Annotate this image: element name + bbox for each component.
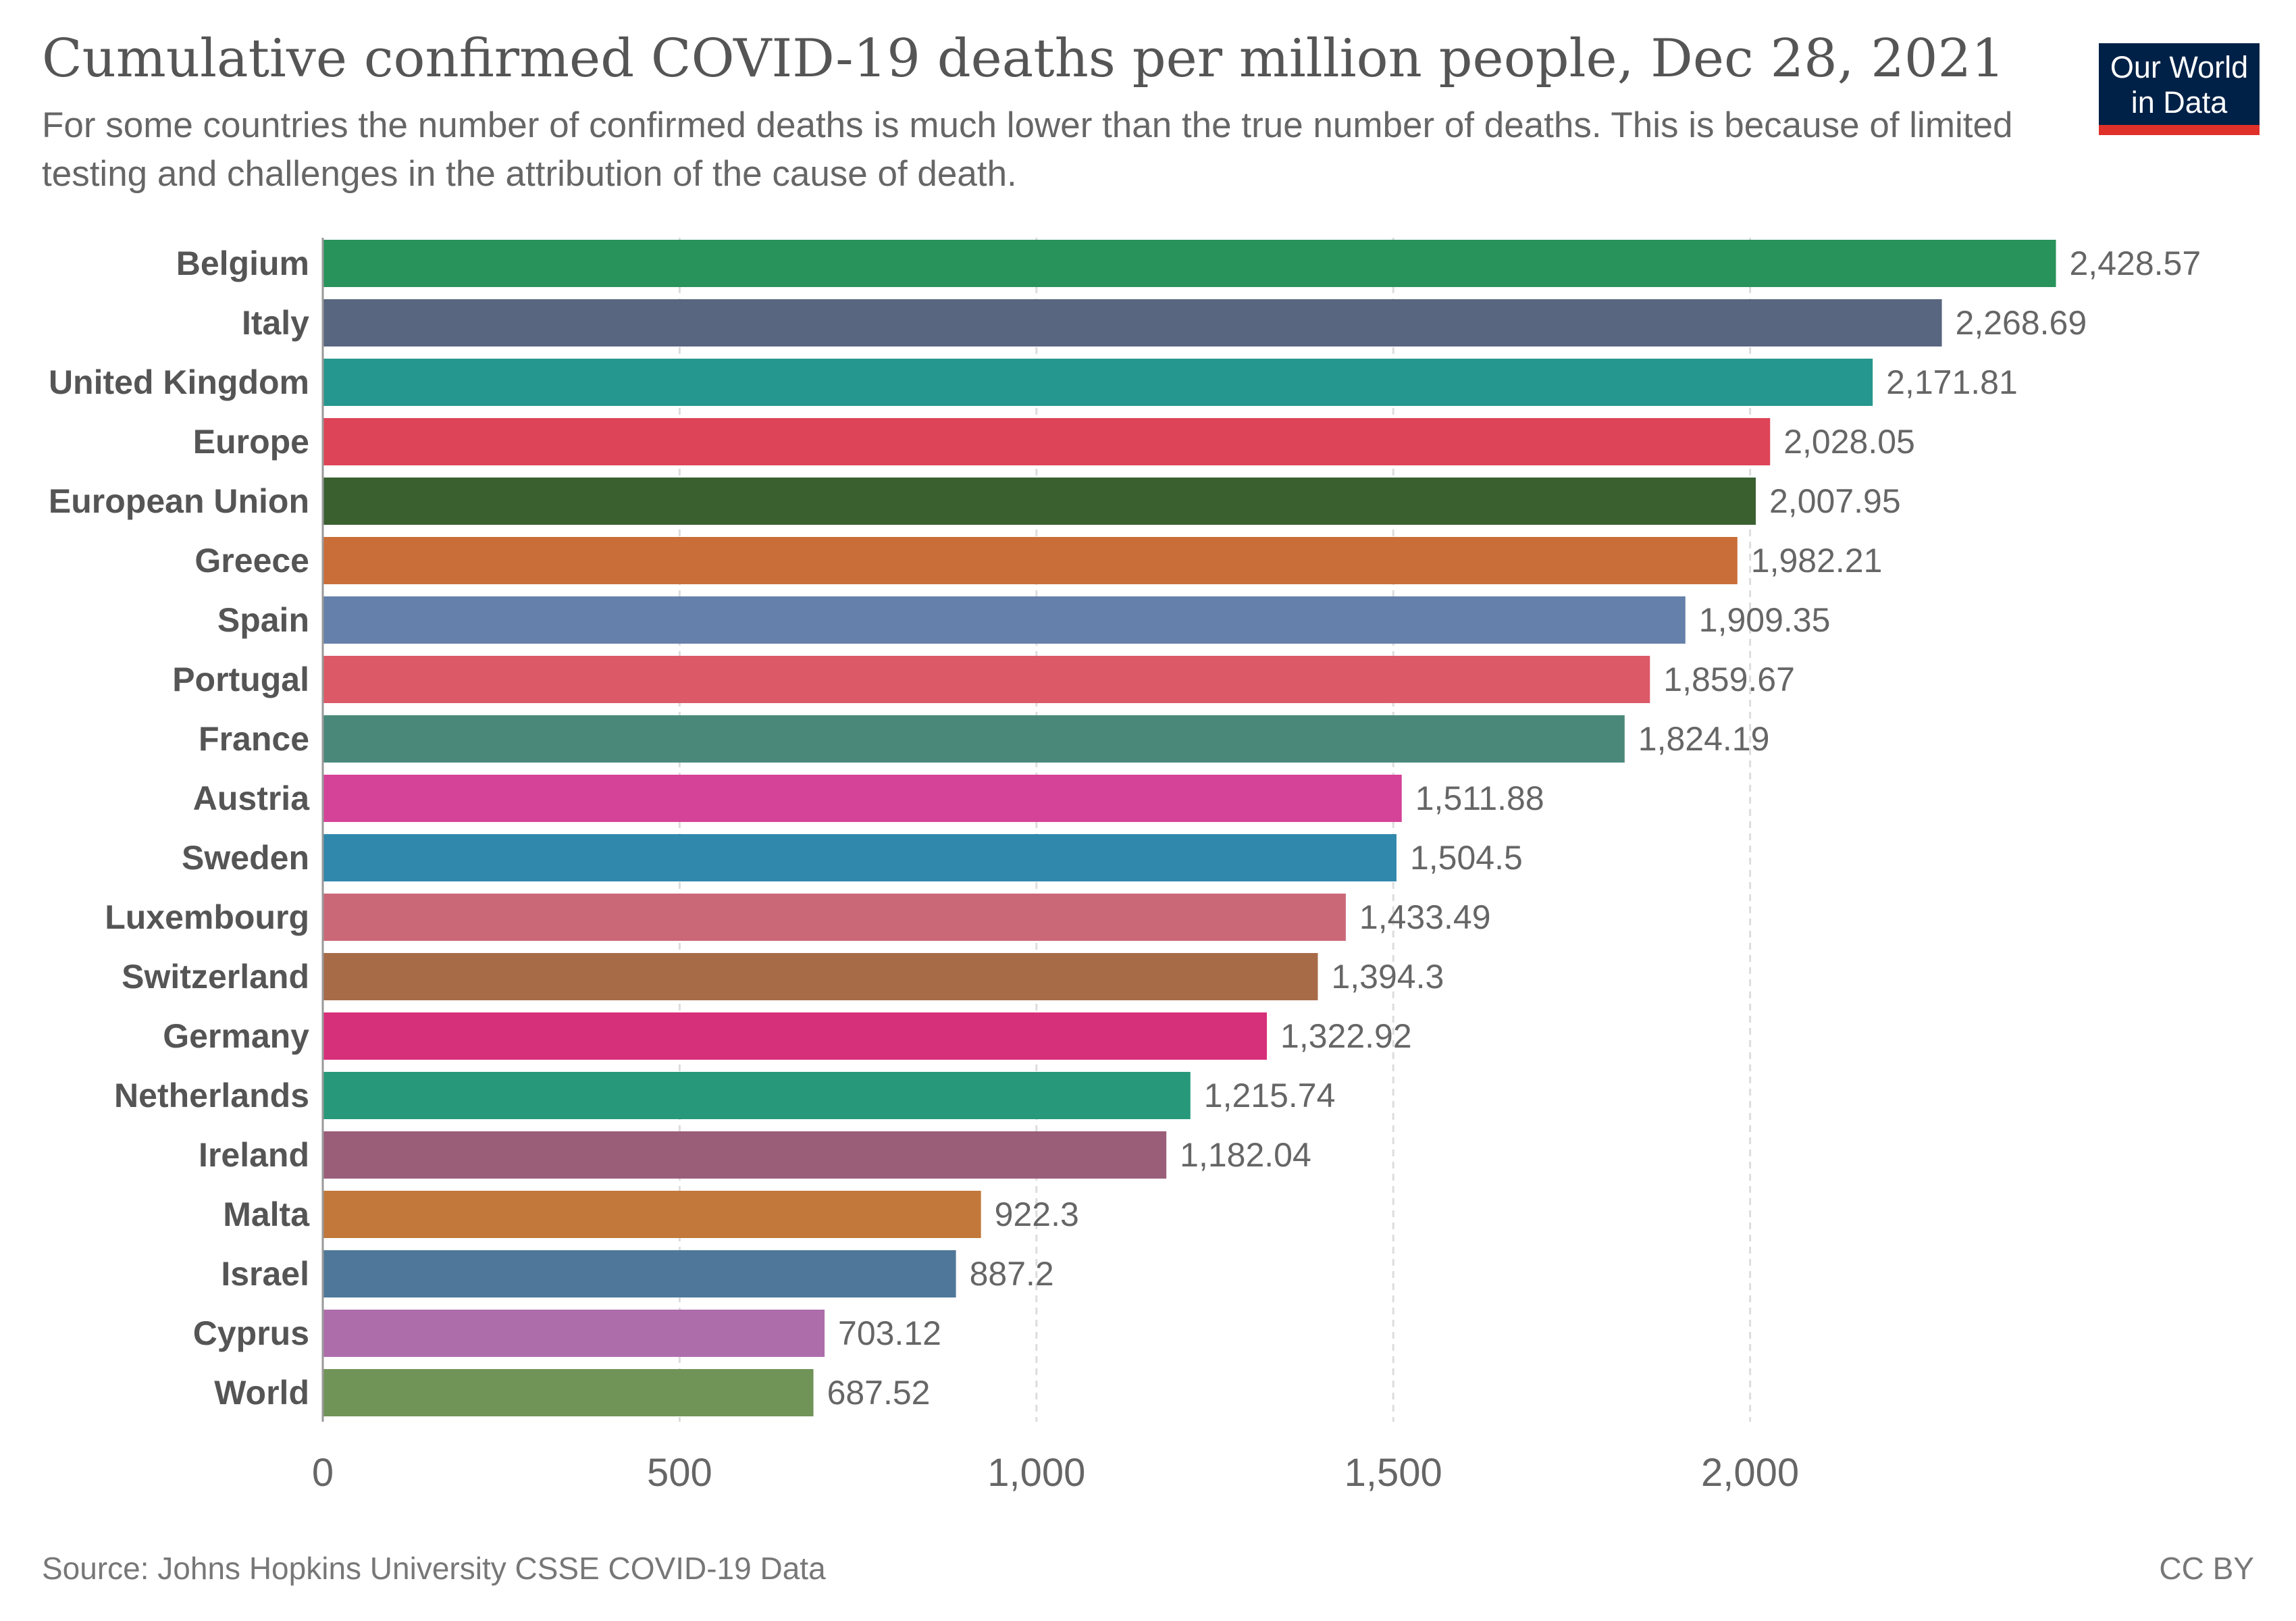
category-label: World [214,1374,309,1412]
x-tick-label: 2,000 [1701,1451,1799,1495]
bar [323,418,1771,465]
bar [323,240,2056,287]
x-tick-label: 500 [647,1451,712,1495]
value-label: 2,007.95 [1769,482,1901,520]
category-label: France [199,720,309,758]
value-label: 1,511.88 [1415,779,1544,817]
bar [323,1072,1191,1119]
value-label: 1,824.19 [1638,720,1770,758]
bar [323,656,1650,703]
bar [323,834,1397,881]
value-label: 1,394.3 [1331,958,1444,996]
category-label: Italy [242,304,309,342]
value-label: 2,428.57 [2070,245,2201,282]
bar [323,894,1346,941]
bar [323,953,1318,1000]
x-tick-label: 0 [312,1451,334,1495]
category-label: Germany [163,1017,309,1055]
bar [323,1012,1268,1060]
bar [323,596,1686,644]
category-label: United Kingdom [49,363,309,401]
value-label: 1,909.35 [1699,601,1831,639]
x-tick-label: 1,500 [1345,1451,1442,1495]
bar [323,1191,981,1238]
category-label: Ireland [199,1136,309,1174]
logo-line-2: in Data [2131,85,2228,120]
value-label: 1,182.04 [1180,1136,1311,1174]
category-label: European Union [49,482,309,520]
license-link[interactable]: CC BY [2159,1551,2254,1586]
logo-line-1: Our World [2110,50,2249,84]
x-tick-label: 1,000 [987,1451,1085,1495]
value-label: 1,433.49 [1359,898,1491,936]
category-label: Luxembourg [105,898,309,936]
category-label: Cyprus [193,1314,309,1352]
bar [323,537,1738,584]
bar [323,1310,825,1357]
value-label: 1,982.21 [1751,542,1883,580]
value-label: 703.12 [838,1314,941,1352]
value-label: 1,215.74 [1204,1077,1336,1114]
value-label: 1,322.92 [1280,1017,1412,1055]
bar [323,715,1625,763]
x-axis: 0 500 1,000 1,500 2,000 [312,238,1799,1495]
category-label: Greece [194,542,309,580]
category-label: Belgium [176,245,309,282]
value-label: 2,171.81 [1886,363,2018,401]
category-label: Europe [193,423,309,461]
category-label: Malta [223,1195,310,1233]
value-label: 1,859.67 [1663,661,1795,698]
category-label: Portugal [172,661,309,698]
owid-logo[interactable]: Our World in Data [2099,43,2260,135]
category-label: Spain [217,601,309,639]
category-label: Austria [193,779,310,817]
source-note: Source: Johns Hopkins University CSSE CO… [42,1551,826,1586]
bar [323,359,1873,406]
chart-title: Cumulative confirmed COVID-19 deaths per… [42,28,2005,89]
value-label: 687.52 [827,1374,931,1412]
bars: Belgium 2,428.57 Italy 2,268.69 United Kingd… [49,240,2201,1416]
bar [323,478,1756,525]
value-label: 2,268.69 [1956,304,2087,342]
category-label: Sweden [182,839,309,877]
value-label: 887.2 [970,1255,1054,1293]
bar [323,1369,814,1416]
value-label: 2,028.05 [1783,423,1915,461]
bar [323,775,1402,822]
category-label: Netherlands [114,1077,309,1114]
bar [323,1131,1167,1179]
grid-lines [678,238,1752,1422]
value-label: 922.3 [995,1195,1079,1233]
bar [323,299,1942,346]
bar [323,1250,956,1297]
value-label: 1,504.5 [1410,839,1523,877]
category-label: Switzerland [122,958,309,996]
category-label: Israel [221,1255,309,1293]
chart-subtitle: For some countries the number of confirm… [42,105,2013,194]
